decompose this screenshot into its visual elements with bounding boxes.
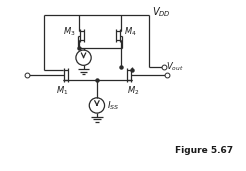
Text: $V_{out}$: $V_{out}$ <box>166 61 183 74</box>
Text: Figure 5.67: Figure 5.67 <box>175 146 233 155</box>
Text: $M_1$: $M_1$ <box>56 84 69 97</box>
Text: $V_{DD}$: $V_{DD}$ <box>152 5 171 19</box>
Text: $M_2$: $M_2$ <box>127 84 139 97</box>
Text: $M_4$: $M_4$ <box>124 26 136 38</box>
Text: $I_{SS}$: $I_{SS}$ <box>108 99 120 112</box>
Text: $M_3$: $M_3$ <box>62 26 75 38</box>
